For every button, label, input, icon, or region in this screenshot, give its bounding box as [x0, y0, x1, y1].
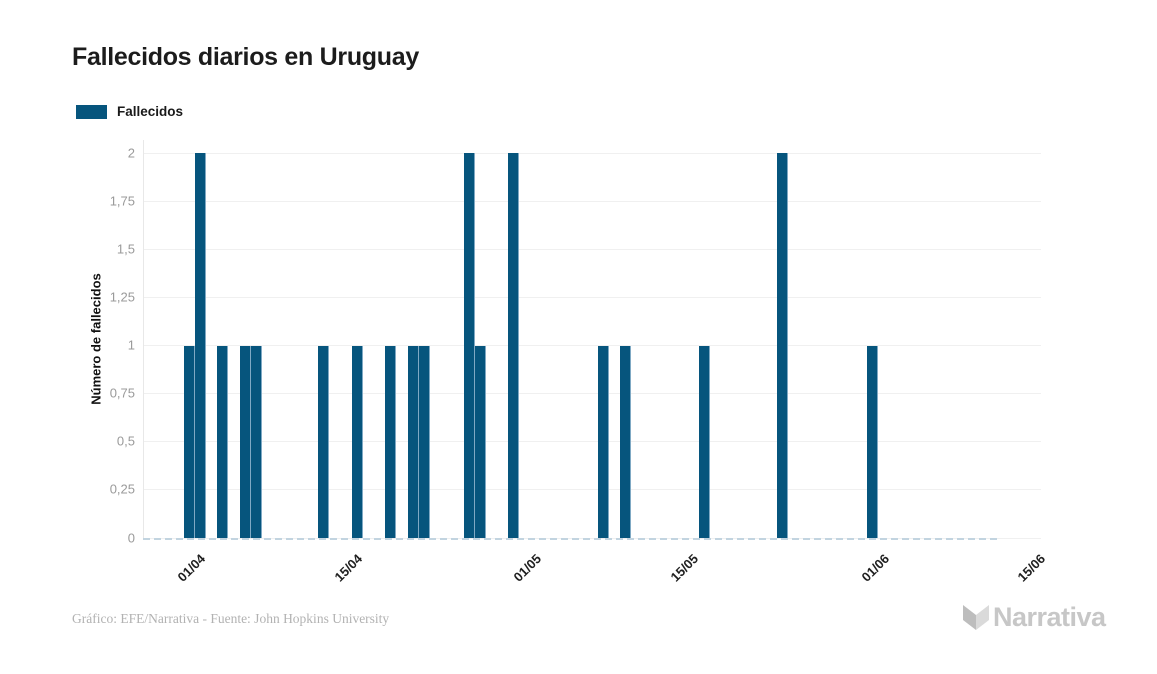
- gridline: [143, 201, 1041, 202]
- bar[interactable]: [475, 346, 486, 538]
- gridline: [143, 297, 1041, 298]
- gridline: [143, 393, 1041, 394]
- zero-baseline: [143, 538, 1000, 540]
- narrativa-logo: Narrativa: [962, 602, 1106, 633]
- bar[interactable]: [777, 153, 788, 538]
- bar[interactable]: [464, 153, 475, 538]
- y-tick-label: 1: [127, 337, 135, 353]
- gridline: [143, 489, 1041, 490]
- bar[interactable]: [251, 346, 262, 538]
- x-tick-label: 15/04: [331, 551, 366, 585]
- bar[interactable]: [184, 346, 195, 538]
- y-tick-label: 1,25: [109, 289, 135, 305]
- gridline: [143, 153, 1041, 154]
- chart-title: Fallecidos diarios en Uruguay: [72, 43, 419, 71]
- bar[interactable]: [620, 346, 631, 538]
- bar[interactable]: [508, 153, 519, 538]
- y-tick-label: 1,5: [116, 241, 135, 257]
- x-tick-label: 01/05: [510, 551, 545, 585]
- bar[interactable]: [408, 346, 419, 538]
- bar[interactable]: [867, 346, 878, 538]
- bar[interactable]: [217, 346, 228, 538]
- bar[interactable]: [318, 346, 329, 538]
- gridline: [143, 249, 1041, 250]
- x-tick-label: 01/06: [858, 551, 892, 585]
- narrativa-logo-text: Narrativa: [993, 602, 1106, 632]
- x-tick-label: 15/05: [667, 551, 702, 585]
- legend-label: Fallecidos: [117, 104, 184, 119]
- bar[interactable]: [352, 346, 363, 538]
- x-tick-label: 15/06: [1014, 551, 1049, 585]
- x-tick-label: 01/04: [174, 551, 209, 585]
- gridline: [143, 441, 1041, 442]
- bar[interactable]: [419, 346, 430, 538]
- narrativa-logo-icon: [963, 605, 989, 630]
- source-credit: Gráfico: EFE/Narrativa - Fuente: John Ho…: [72, 611, 390, 626]
- bar[interactable]: [385, 346, 396, 538]
- gridline: [143, 345, 1041, 346]
- y-tick-label: 2: [127, 145, 135, 161]
- bar[interactable]: [598, 346, 609, 538]
- bar[interactable]: [195, 153, 206, 538]
- y-tick-label: 0: [127, 530, 135, 546]
- y-tick-label: 0,75: [109, 385, 135, 401]
- legend: Fallecidos: [76, 104, 183, 119]
- bar[interactable]: [240, 346, 251, 538]
- y-tick-label: 0,25: [109, 481, 135, 497]
- legend-swatch: [76, 104, 107, 119]
- y-tick-label: 0,5: [116, 433, 135, 449]
- y-axis-line: [143, 140, 144, 539]
- bar[interactable]: [699, 346, 710, 538]
- y-axis-title: Número de fallecidos: [88, 273, 104, 405]
- y-tick-label: 1,75: [109, 193, 135, 209]
